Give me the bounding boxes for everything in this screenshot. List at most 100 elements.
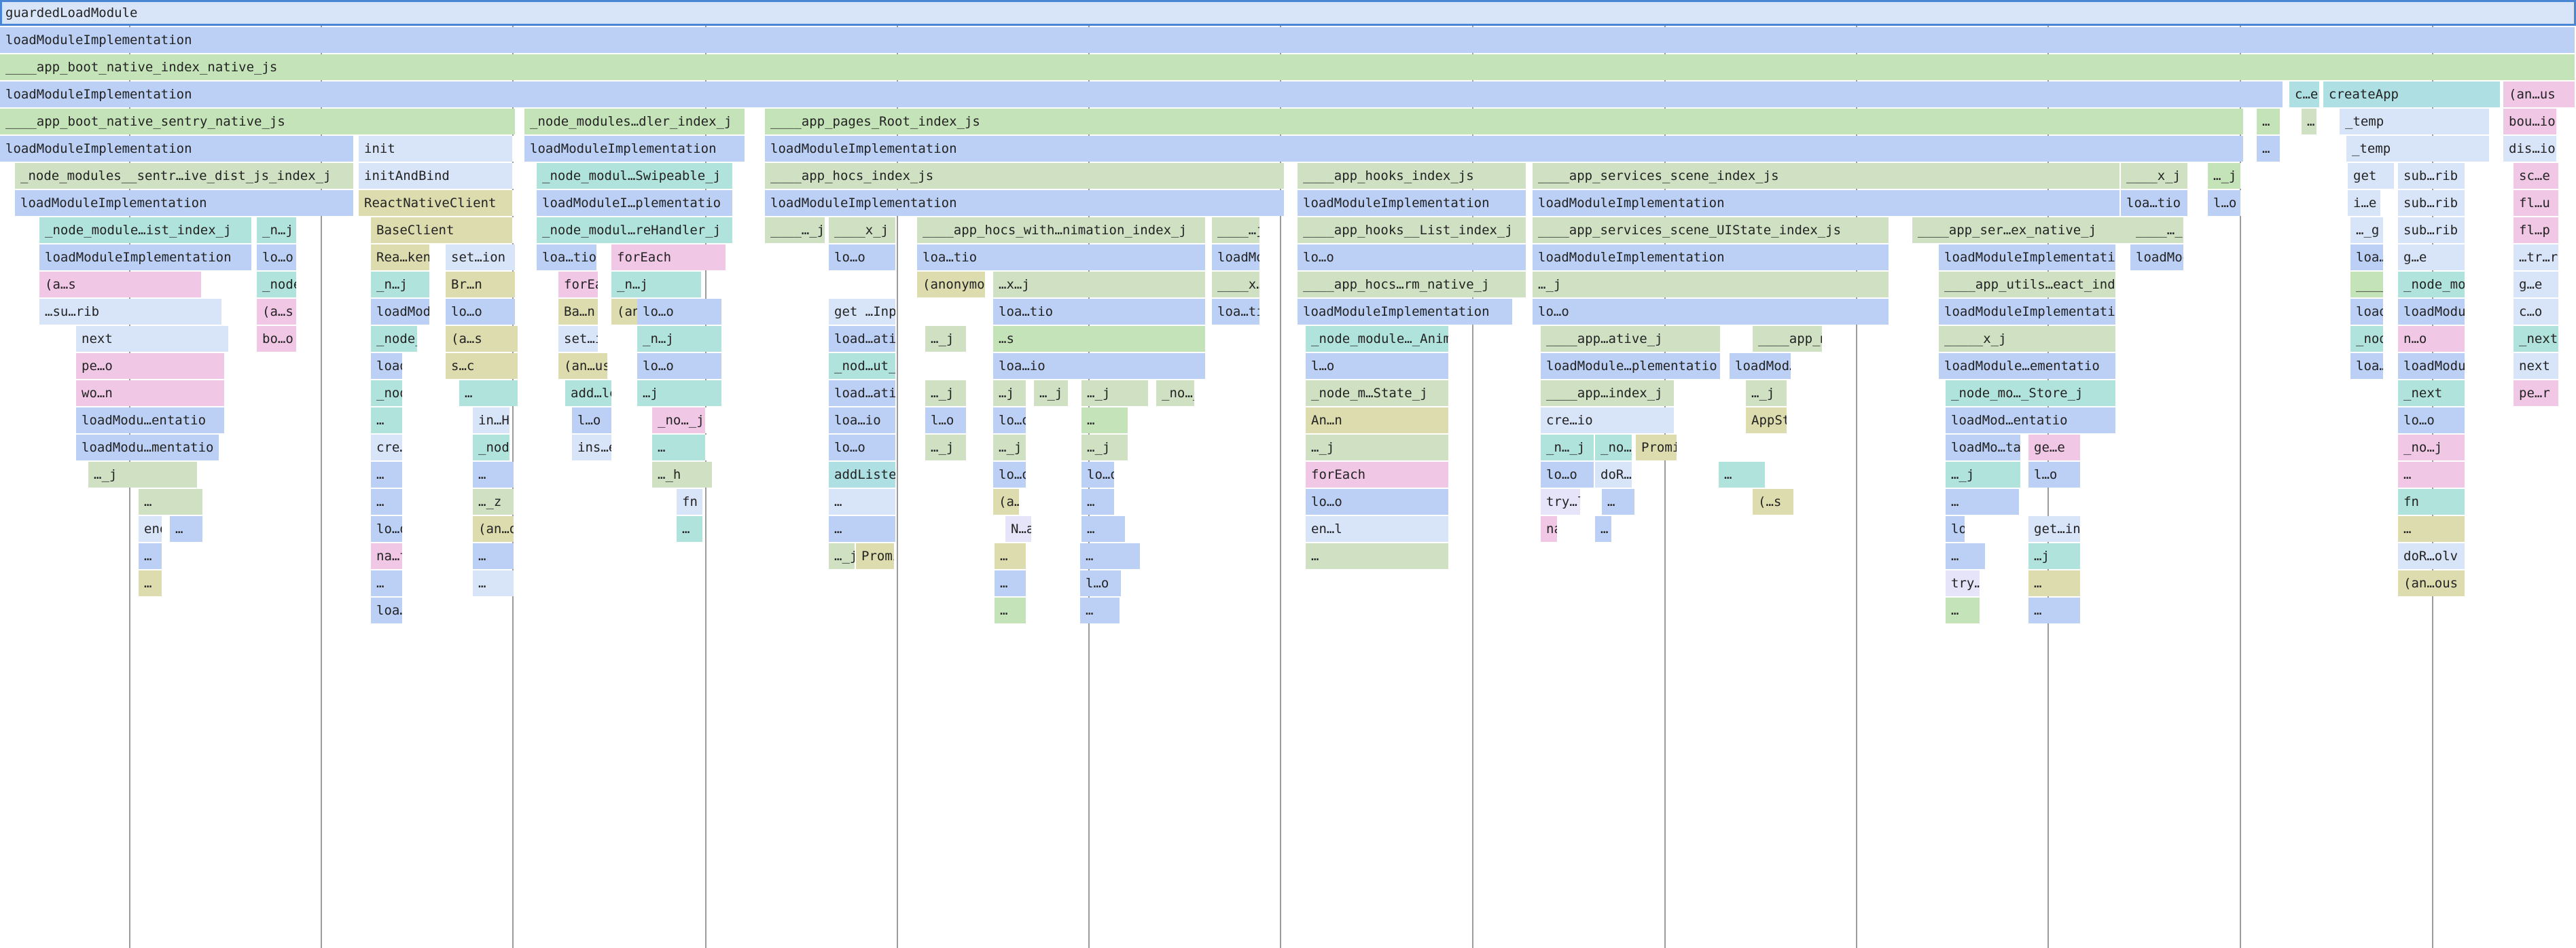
flame-frame[interactable]: … bbox=[139, 543, 163, 569]
flame-frame[interactable]: …j bbox=[2028, 543, 2081, 569]
flame-frame[interactable]: Promise bbox=[856, 543, 895, 569]
flame-frame[interactable]: …x…j bbox=[993, 272, 1206, 297]
flame-frame[interactable]: doR…olv bbox=[1595, 462, 1633, 488]
flame-frame[interactable]: … bbox=[1081, 516, 1126, 542]
flame-frame[interactable]: … bbox=[2257, 136, 2281, 162]
flame-frame[interactable]: _node_modu…Router_j bbox=[2350, 326, 2384, 352]
flame-frame[interactable]: … bbox=[170, 516, 204, 542]
flame-frame[interactable]: ReactNativeClient bbox=[359, 190, 514, 216]
flame-frame[interactable]: _node_modules__sentr…ive_dist_js_index_j bbox=[15, 163, 355, 189]
flame-frame[interactable]: ____app…ative_j bbox=[1541, 326, 1721, 352]
flame-frame[interactable]: fn bbox=[677, 489, 704, 515]
flame-frame[interactable]: loadModuleImplementation bbox=[1298, 190, 1527, 216]
flame-frame[interactable]: (anonymous) bbox=[917, 272, 986, 297]
flame-frame[interactable]: loadModule…ementatio bbox=[2398, 299, 2466, 325]
flame-frame[interactable]: (an…ous bbox=[473, 516, 515, 542]
flame-frame[interactable]: g…e bbox=[2398, 244, 2466, 270]
flame-frame[interactable]: forEach bbox=[558, 272, 599, 297]
flame-frame[interactable]: …_j bbox=[993, 435, 1027, 460]
flame-frame[interactable]: loadModuleImplementation bbox=[765, 190, 1285, 216]
flame-frame[interactable]: loadModule…ementatio bbox=[1939, 353, 2117, 379]
flame-frame[interactable]: fl…p bbox=[2514, 217, 2560, 243]
flame-frame[interactable]: c…o bbox=[2514, 299, 2560, 325]
flame-frame[interactable]: …_j bbox=[2208, 163, 2242, 189]
flame-frame[interactable]: Br…n bbox=[446, 272, 516, 297]
flame-frame[interactable]: … bbox=[2302, 109, 2318, 134]
flame-frame[interactable]: get bbox=[2348, 163, 2395, 189]
flame-frame[interactable]: l…o bbox=[925, 407, 967, 433]
flame-frame[interactable]: loadModuleImplementation bbox=[15, 190, 355, 216]
flame-frame[interactable]: ____app_hocs_with…nimation_index_j bbox=[917, 217, 1206, 243]
flame-frame[interactable]: init bbox=[359, 136, 514, 162]
flame-frame[interactable]: … bbox=[139, 489, 204, 515]
flame-frame[interactable]: loa…tio bbox=[2121, 190, 2189, 216]
flame-frame[interactable]: _node_modu…st_index_j bbox=[257, 272, 298, 297]
flame-frame[interactable]: _node_modules…dler_index_j bbox=[524, 109, 746, 134]
flame-frame[interactable]: Ba…n bbox=[558, 299, 599, 325]
flame-frame[interactable]: ____app_hocs…rm_native_j bbox=[1298, 272, 1527, 297]
flame-frame[interactable]: get…ing bbox=[2028, 516, 2081, 542]
flame-frame[interactable]: get …Inpu bbox=[829, 299, 897, 325]
flame-frame[interactable]: ____x_j bbox=[829, 217, 897, 243]
flame-frame[interactable]: … bbox=[995, 570, 1027, 596]
flame-frame[interactable]: …j bbox=[637, 380, 723, 406]
flame-frame[interactable]: add…le bbox=[565, 380, 613, 406]
flame-frame[interactable]: …_j bbox=[1533, 272, 1890, 297]
flame-frame[interactable]: _node_modul…Swipeable_j bbox=[537, 163, 734, 189]
flame-frame[interactable]: ____app_model_index_js bbox=[2350, 272, 2384, 297]
flame-frame[interactable]: ____app_boot_native_sentry_native_js bbox=[0, 109, 516, 134]
flame-frame[interactable]: sub…rib bbox=[2398, 190, 2466, 216]
flame-frame[interactable]: …_j bbox=[1081, 380, 1149, 406]
flame-frame[interactable]: lo…o bbox=[2398, 407, 2466, 433]
flame-frame[interactable]: _temp bbox=[2340, 109, 2490, 134]
flame-frame[interactable]: _____x_j bbox=[1939, 326, 2117, 352]
flame-frame[interactable]: try…lTw bbox=[1946, 570, 1981, 596]
flame-frame[interactable]: ____…_j bbox=[765, 217, 826, 243]
flame-frame[interactable]: lo…o bbox=[637, 353, 723, 379]
flame-frame[interactable]: nativeF…mmediat bbox=[1541, 516, 1558, 542]
flame-frame[interactable]: _nod…ut_j bbox=[829, 353, 897, 379]
flame-frame[interactable]: addListener bbox=[829, 462, 897, 488]
flame-frame[interactable]: bo…o bbox=[257, 326, 298, 352]
flame-frame[interactable]: … bbox=[371, 570, 404, 596]
flame-frame[interactable]: loa…tio bbox=[917, 244, 1206, 270]
flame-frame[interactable]: _node_modu…c_index_j bbox=[2398, 272, 2466, 297]
flame-frame[interactable]: loadModuleImplementation bbox=[1939, 244, 2117, 270]
flame-frame[interactable]: _n…j bbox=[371, 272, 431, 297]
flame-frame[interactable]: in…H bbox=[473, 407, 511, 433]
flame-frame[interactable]: _no…_j bbox=[652, 407, 706, 433]
flame-frame[interactable]: Rea…ken bbox=[371, 244, 431, 270]
flame-frame[interactable]: (an…ous bbox=[2398, 570, 2466, 596]
flame-frame[interactable]: (a…s bbox=[39, 272, 202, 297]
flame-frame[interactable]: loadMo…tatio bbox=[1946, 435, 2022, 460]
flame-frame[interactable]: loadMod…entatio bbox=[1946, 407, 2117, 433]
flame-frame[interactable]: … bbox=[995, 543, 1027, 569]
flame-frame[interactable]: _node_mo…_index_j bbox=[371, 326, 418, 352]
flame-frame[interactable]: pe…r bbox=[2514, 380, 2560, 406]
flame-frame[interactable]: Promise bbox=[1636, 435, 1678, 460]
flame-frame[interactable]: … bbox=[1080, 598, 1121, 623]
flame-frame[interactable]: ____…_j bbox=[2130, 217, 2185, 243]
flame-frame[interactable]: … bbox=[829, 516, 897, 542]
flame-frame[interactable]: … bbox=[371, 407, 404, 433]
flame-frame[interactable]: wo…n bbox=[76, 380, 226, 406]
flame-frame[interactable]: An…n bbox=[1306, 407, 1450, 433]
flame-frame[interactable]: ____app_boot_native_index_native_js bbox=[0, 54, 2576, 80]
flame-frame[interactable]: _node_module…_Animated_j bbox=[1306, 326, 1450, 352]
flame-frame[interactable]: createApp bbox=[2323, 81, 2501, 107]
flame-frame[interactable]: l…o bbox=[2028, 462, 2081, 488]
flame-frame[interactable]: loadModu…mentatio bbox=[76, 435, 220, 460]
flame-frame[interactable]: …_j bbox=[1081, 435, 1129, 460]
flame-frame[interactable]: … bbox=[1081, 489, 1115, 515]
flame-frame[interactable]: …_j bbox=[1306, 435, 1450, 460]
flame-frame[interactable]: _n…j bbox=[611, 272, 702, 297]
flame-frame[interactable]: …_j bbox=[1034, 380, 1069, 406]
flame-frame[interactable]: lo…o bbox=[446, 299, 516, 325]
flame-frame[interactable]: loadModuleImplementation bbox=[1939, 299, 2117, 325]
flame-frame[interactable]: en…l bbox=[1306, 516, 1450, 542]
flame-frame[interactable]: … bbox=[1719, 462, 1766, 488]
flame-frame[interactable]: cre…Int bbox=[371, 435, 404, 460]
flame-frame[interactable]: … bbox=[473, 462, 515, 488]
flame-frame[interactable]: lo…o bbox=[257, 244, 298, 270]
flame-frame[interactable]: ____app_services_scene_UIState_index_js bbox=[1533, 217, 1890, 243]
